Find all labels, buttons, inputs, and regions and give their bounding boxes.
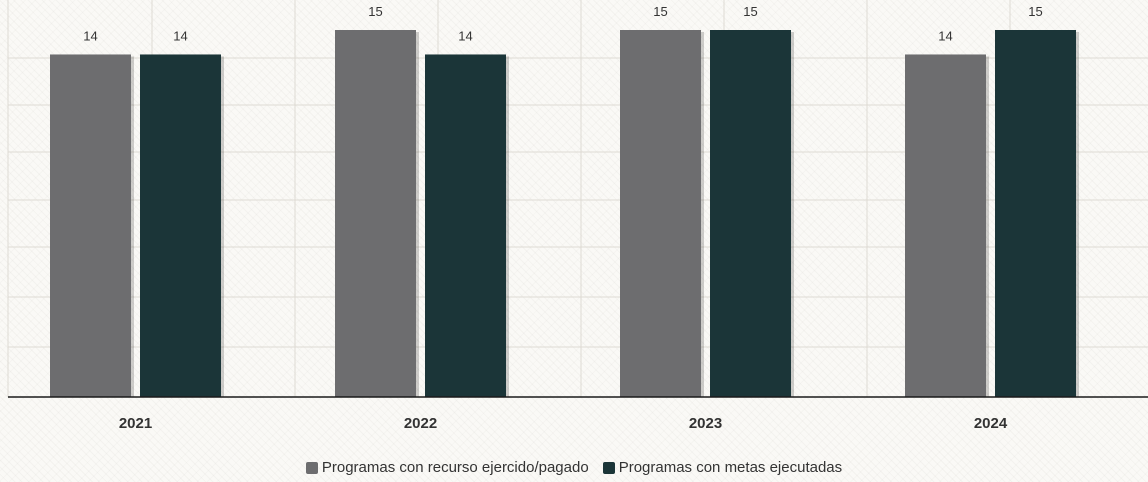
- bar-recurso-2021: [50, 54, 131, 397]
- legend-swatch-series-2: [602, 461, 615, 474]
- legend: Programas con recurso ejercido/pagado Pr…: [0, 459, 1148, 476]
- data-label: 15: [368, 4, 382, 19]
- bar-metas-2022: [425, 54, 506, 397]
- bar-chart: 14 14 2021 15 14 2022 15 15 2023 14 15 2024: [7, 0, 1148, 432]
- data-label: 14: [83, 28, 97, 43]
- x-tick-label: 2022: [404, 415, 437, 432]
- legend-item-series-1[interactable]: Programas con recurso ejercido/pagado: [305, 459, 589, 476]
- bar-recurso-2023: [620, 30, 701, 397]
- bar-recurso-2024: [905, 54, 986, 397]
- data-label: 14: [173, 28, 187, 43]
- x-tick-label: 2021: [119, 415, 152, 432]
- data-label: 14: [938, 28, 952, 43]
- data-label: 15: [743, 4, 757, 19]
- legend-item-series-2[interactable]: Programas con metas ejecutadas: [602, 459, 843, 476]
- legend-label-series-1: Programas con recurso ejercido/pagado: [321, 459, 589, 476]
- bar-metas-2021: [140, 54, 221, 397]
- legend-label-series-2: Programas con metas ejecutadas: [618, 459, 843, 476]
- data-label: 15: [1028, 4, 1042, 19]
- bar-metas-2023: [710, 30, 791, 397]
- x-tick-label: 2023: [689, 415, 722, 432]
- data-label: 15: [653, 4, 667, 19]
- bar-metas-2024: [995, 30, 1076, 397]
- data-label: 14: [458, 28, 472, 43]
- x-tick-label: 2024: [974, 415, 1008, 432]
- bar-recurso-2022: [335, 30, 416, 397]
- legend-swatch-series-1: [305, 461, 318, 474]
